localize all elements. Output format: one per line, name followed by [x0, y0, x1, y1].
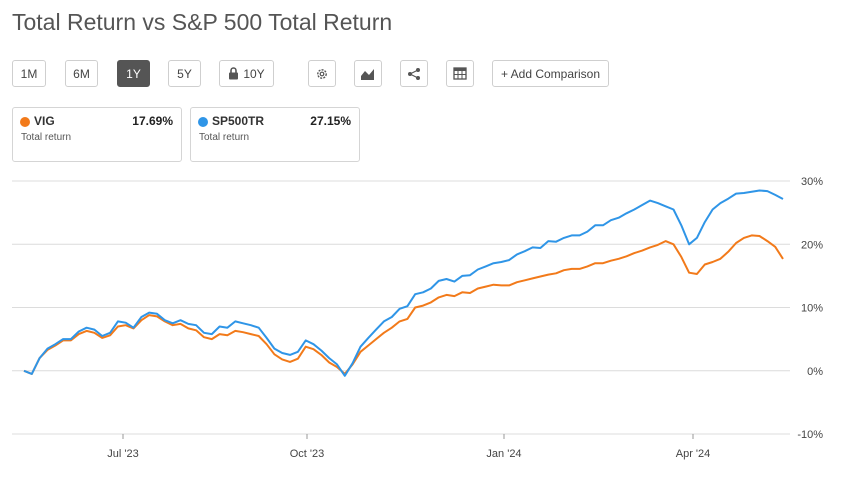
- lock-icon: [228, 67, 239, 80]
- chart-type-icon: [360, 67, 376, 81]
- sp500tr-color-dot: [198, 117, 208, 127]
- range-1m-button[interactable]: 1M: [12, 60, 46, 87]
- x-tick-label: Jul '23: [107, 448, 138, 460]
- legend-subtitle: Total return: [199, 132, 250, 143]
- table-icon: [453, 67, 467, 80]
- y-tick-label: 30%: [801, 176, 823, 188]
- legend-subtitle: Total return: [21, 132, 72, 143]
- range-5y-button[interactable]: 5Y: [168, 60, 201, 87]
- share-button[interactable]: [400, 60, 428, 87]
- chart[interactable]: 30% 20% 10% 0% -10% Jul '23 Oct '23 Jan '24 Apr …: [0, 170, 843, 470]
- legend-symbol: SP500TR: [212, 114, 265, 128]
- legend-card-vig[interactable]: VIG 17.69% Total return: [12, 107, 182, 162]
- range-10y-button[interactable]: 10Y: [219, 60, 274, 87]
- x-tick-label: Apr '24: [676, 448, 711, 460]
- settings-icon: [315, 67, 329, 81]
- y-tick-label: 0%: [807, 366, 823, 378]
- add-comparison-button[interactable]: + Add Comparison: [492, 60, 609, 87]
- chart-type-button[interactable]: [354, 60, 382, 87]
- settings-button[interactable]: [308, 60, 336, 87]
- legend-value: 27.15%: [310, 114, 351, 128]
- page-title: Total Return vs S&P 500 Total Return: [12, 9, 393, 35]
- range-6m-button[interactable]: 6M: [65, 60, 98, 87]
- share-icon: [407, 67, 421, 81]
- vig-color-dot: [20, 117, 30, 127]
- y-tick-label: 20%: [801, 239, 823, 251]
- legend-value: 17.69%: [132, 114, 173, 128]
- y-tick-label: 10%: [801, 303, 823, 315]
- legend-symbol: VIG: [34, 114, 55, 128]
- x-tick-label: Jan '24: [486, 448, 521, 460]
- range-1y-button[interactable]: 1Y: [117, 60, 150, 87]
- legend-card-sp500tr[interactable]: SP500TR 27.15% Total return: [190, 107, 360, 162]
- table-view-button[interactable]: [446, 60, 474, 87]
- y-tick-label: -10%: [797, 429, 823, 441]
- series-line-sp500tr: [23, 189, 784, 377]
- range-10y-label: 10Y: [243, 66, 265, 81]
- x-tick-label: Oct '23: [290, 448, 325, 460]
- series-line-vig: [23, 234, 784, 375]
